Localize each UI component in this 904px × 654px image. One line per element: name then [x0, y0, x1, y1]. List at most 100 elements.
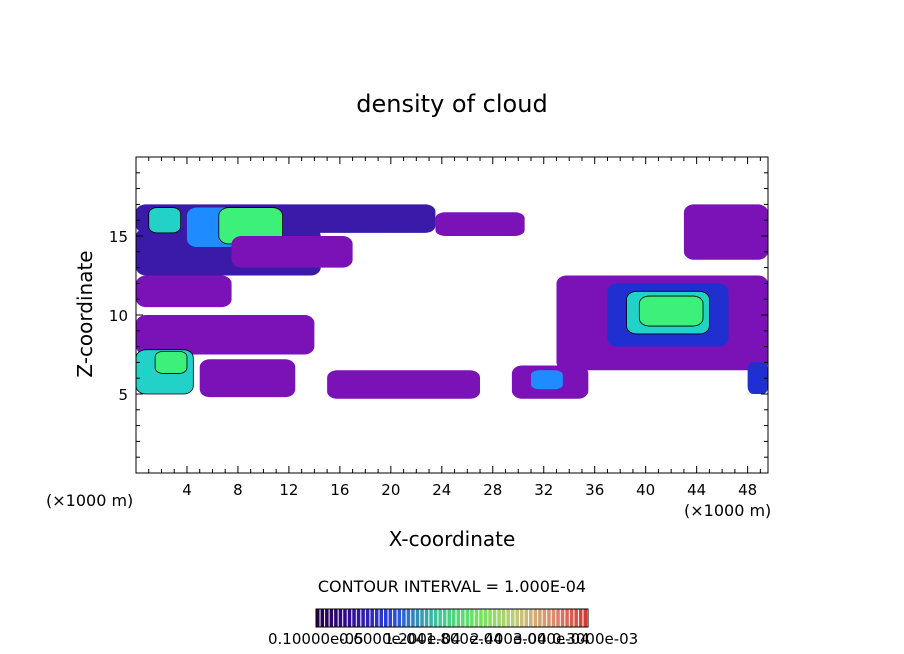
colorbar-swatch: [438, 609, 442, 627]
colorbar-swatch: [352, 609, 356, 627]
x-tick-label: 8: [233, 481, 243, 499]
colorbar-label: 1.800e-04: [426, 630, 503, 648]
cloud-region: [136, 315, 315, 355]
colorbar-swatch: [506, 609, 510, 627]
colorbar-swatch: [538, 609, 542, 627]
colorbar-label: 0.6000e-04: [339, 630, 425, 648]
colorbar-swatch: [397, 609, 402, 627]
colorbar-swatch: [320, 609, 325, 627]
colorbar-swatch: [370, 609, 374, 627]
colorbar-swatch: [551, 609, 556, 627]
colorbar-swatch: [483, 609, 488, 627]
colorbar-swatch: [497, 609, 501, 627]
colorbar-swatch: [515, 609, 519, 627]
colorbar-swatch: [542, 609, 547, 627]
x-tick-label: 32: [534, 481, 553, 499]
colorbar-swatch: [547, 609, 551, 627]
cloud-region: [638, 295, 704, 327]
x-tick-label: 36: [585, 481, 604, 499]
colorbar-swatch: [583, 609, 587, 627]
colorbar-swatch: [374, 609, 379, 627]
colorbar-label: 2.400e-04: [470, 630, 547, 648]
colorbar-swatch: [578, 609, 583, 627]
x-axis-label: X-coordinate: [389, 527, 516, 551]
colorbar-swatch: [379, 609, 383, 627]
colorbar: [315, 608, 589, 628]
colorbar-swatch: [565, 609, 569, 627]
colorbar-swatch: [329, 609, 334, 627]
x-tick-label: 12: [279, 481, 298, 499]
colorbar-swatch: [406, 609, 411, 627]
cloud-region: [683, 204, 768, 260]
colorbar-swatch: [433, 609, 438, 627]
colorbar-swatch: [461, 609, 465, 627]
x-tick-label: 4: [182, 481, 192, 499]
colorbar-swatch: [429, 609, 433, 627]
colorbar-swatch: [365, 609, 370, 627]
chart-title: density of cloud: [356, 90, 547, 118]
colorbar-swatch: [533, 609, 538, 627]
colorbar-swatch: [556, 609, 560, 627]
y-axis-label: Z-coordinate: [73, 250, 97, 377]
x-unit-right: (×1000 m): [684, 501, 771, 520]
x-tick-label: 28: [483, 481, 502, 499]
colorbar-label: 3.000e-04: [513, 630, 590, 648]
colorbar-swatch: [520, 609, 524, 627]
cloud-region: [231, 236, 353, 268]
colorbar-frame: [315, 608, 589, 628]
x-tick-label: 44: [687, 481, 706, 499]
colorbar-swatch: [442, 609, 447, 627]
colorbar-swatch: [488, 609, 492, 627]
colorbar-label-first: 0.10000e-05: [268, 630, 364, 648]
colorbar-swatch: [569, 609, 574, 627]
colorbar-swatch: [574, 609, 578, 627]
cloud-regions: [136, 204, 768, 399]
colorbar-swatch: [420, 609, 424, 627]
colorbar-swatch: [393, 609, 397, 627]
x-tick-label: 20: [381, 481, 400, 499]
cloud-region: [327, 370, 481, 399]
y-tick-label: 15: [109, 228, 128, 246]
colorbar-swatch: [501, 609, 506, 627]
colorbar-swatch: [529, 609, 533, 627]
cloud-region: [154, 350, 188, 374]
colorbar-swatch: [452, 609, 456, 627]
colorbar-swatch: [456, 609, 461, 627]
colorbar-swatch: [384, 609, 388, 627]
colorbar-swatch: [343, 609, 347, 627]
colorbar-swatch: [492, 609, 497, 627]
x-unit-left: (×1000 m): [46, 491, 133, 510]
cloud-region: [747, 362, 768, 394]
colorbar-swatch: [474, 609, 479, 627]
colorbar-swatch: [510, 609, 515, 627]
x-tick-label: 48: [738, 481, 757, 499]
colorbar-swatch: [470, 609, 474, 627]
contour-interval-label: CONTOUR INTERVAL = 1.000E-04: [318, 577, 586, 596]
colorbar-label-last: 0.3000e-03: [552, 630, 638, 648]
colorbar-swatch: [424, 609, 429, 627]
colorbar-swatch: [402, 609, 406, 627]
y-tick-label: 5: [118, 386, 128, 404]
colorbar-swatch: [415, 609, 420, 627]
colorbar-swatch: [560, 609, 565, 627]
colorbar-swatch: [325, 609, 329, 627]
cloud-region: [148, 207, 181, 234]
colorbar-swatch: [447, 609, 451, 627]
cloud-region: [199, 359, 296, 398]
colorbar-swatch: [411, 609, 415, 627]
colorbar-swatch: [479, 609, 483, 627]
y-tick-label: 10: [109, 307, 128, 325]
x-tick-label: 40: [636, 481, 655, 499]
colorbar-swatch: [316, 609, 320, 627]
cloud-region: [435, 212, 525, 236]
colorbar-swatch: [388, 609, 393, 627]
colorbar-swatch: [524, 609, 529, 627]
colorbar-swatch: [356, 609, 361, 627]
colorbar-swatch: [334, 609, 338, 627]
cloud-region: [531, 370, 563, 390]
colorbar-swatch: [465, 609, 470, 627]
x-tick-label: 24: [432, 481, 451, 499]
x-tick-label: 16: [330, 481, 349, 499]
